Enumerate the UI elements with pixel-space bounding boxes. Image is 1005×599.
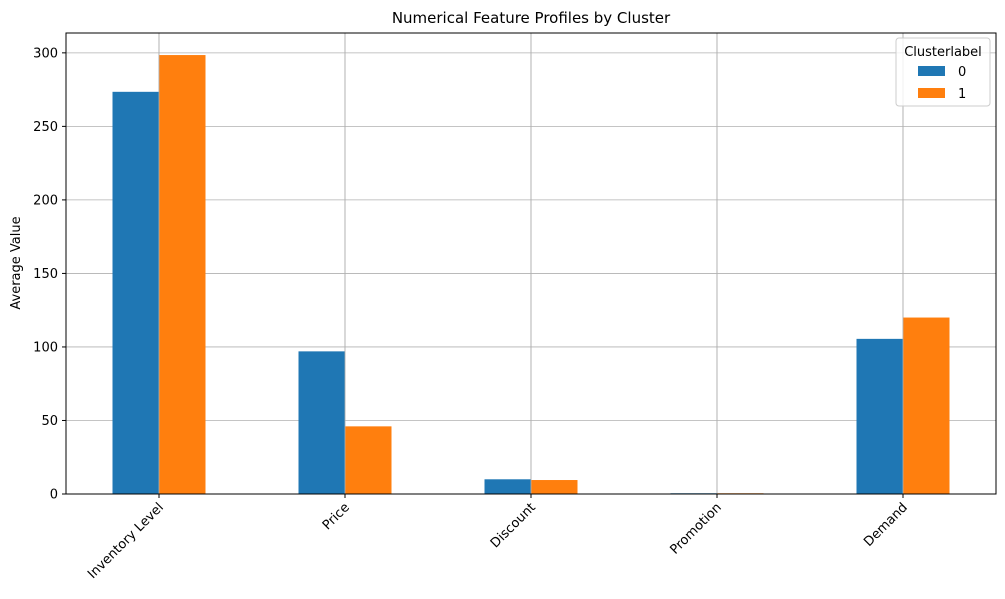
y-tick-label: 50 — [41, 414, 58, 429]
bar-series-0-demand — [856, 338, 903, 494]
y-tick-label: 250 — [33, 120, 58, 135]
x-axis-ticks: Inventory Level Price Discount Promotion Dem… — [85, 494, 911, 582]
legend-label-1: 1 — [958, 87, 966, 102]
y-tick-label: 150 — [33, 267, 58, 282]
x-tick-label: Inventory Level — [85, 500, 167, 582]
legend-label-0: 0 — [958, 65, 966, 80]
bar-series-1-inventory-level — [159, 55, 206, 495]
y-axis-ticks: 0 50 100 150 200 250 300 — [33, 46, 66, 503]
legend-swatch-1 — [918, 88, 945, 98]
legend: Clusterlabel 0 1 — [895, 37, 991, 107]
bar-series-1-demand — [903, 317, 950, 494]
y-axis-label: Average Value — [9, 216, 24, 309]
bar-series-1-price — [345, 426, 392, 494]
y-tick-label: 300 — [33, 46, 58, 61]
y-tick-label: 100 — [33, 340, 58, 355]
chart-title: Numerical Feature Profiles by Cluster — [392, 9, 671, 27]
y-tick-label: 200 — [33, 193, 58, 208]
y-tick-label: 0 — [50, 488, 58, 503]
bars — [112, 33, 950, 495]
bar-series-0-inventory-level — [112, 91, 159, 495]
x-tick-label: Promotion — [667, 500, 724, 557]
bar-series-0-discount — [484, 479, 531, 494]
legend-swatch-0 — [918, 66, 945, 76]
x-tick-label: Discount — [488, 500, 539, 551]
legend-title: Clusterlabel — [904, 45, 982, 60]
bar-series-1-discount — [531, 480, 578, 494]
bar-series-0-price — [298, 351, 345, 494]
x-tick-label: Price — [320, 500, 353, 533]
x-tick-label: Demand — [861, 500, 911, 550]
